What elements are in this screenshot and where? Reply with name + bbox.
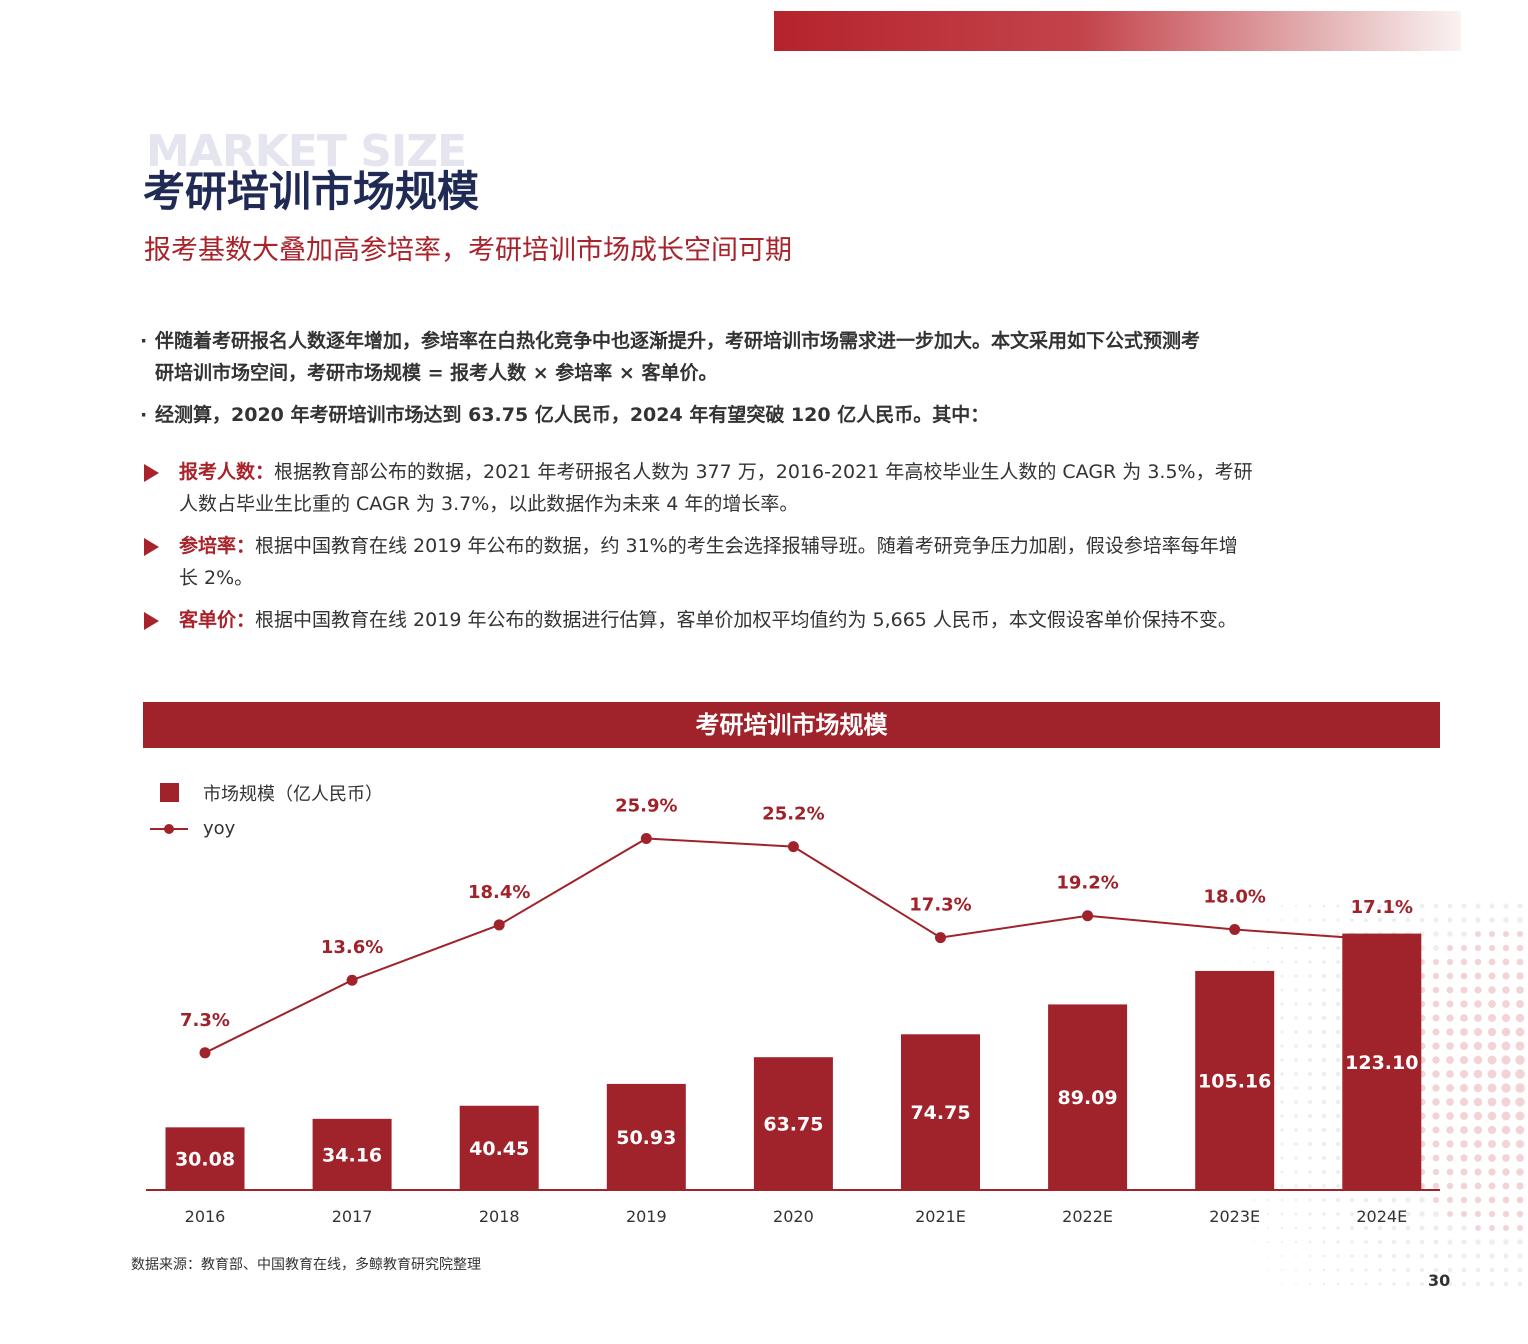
bar-value-label: 63.75 [763,1114,823,1136]
market-size-bar [459,1105,539,1190]
yoy-point [199,1047,211,1059]
detail-text: 根据教育部公布的数据，2021 年考研报名人数为 377 万，2016-2021… [274,461,1253,483]
x-tick-label: 2021E [915,1207,966,1226]
x-tick-label: 2022E [1062,1207,1113,1226]
detail-text: 根据中国教育在线 2019 年公布的数据进行估算，客单价加权平均值约为 5,66… [255,609,1237,631]
triangle-bullet-icon [144,612,159,630]
legend-bar-label: 市场规模（亿人民币） [203,784,383,805]
yoy-point [935,932,946,944]
market-size-bar [901,1034,980,1190]
x-tick-label: 2019 [626,1207,667,1226]
triangle-bullet-icon [144,464,159,482]
x-tick-label: 2018 [479,1207,520,1226]
yoy-point [346,974,358,986]
bullet-dot: · [140,330,148,352]
detail-text: 人数占毕业生比重的 CAGR 为 3.7%，以此数据作为未来 4 年的增长率。 [179,493,799,515]
bullet-paragraph-1: · 伴随着考研报名人数逐年增加，参培率在白热化竞争中也逐渐提升，考研培训市场需求… [140,325,1430,389]
chart-title-banner: 考研培训市场规模 [143,702,1440,748]
yoy-value-label: 19.2% [1056,873,1118,894]
data-source-note: 数据来源：教育部、中国教育在线，多鲸教育研究院整理 [131,1257,481,1273]
yoy-value-label: 13.6% [321,937,383,958]
detail-text: 根据中国教育在线 2019 年公布的数据，约 31%的考生会选择报辅导班。随着考… [255,535,1238,557]
legend-line-label: yoy [203,818,236,839]
bullet-text-line: 经测算，2020 年考研培训市场达到 63.75 亿人民币，2024 年有望突破… [155,404,990,426]
market-size-bar [312,1118,392,1190]
detail-label: 报考人数： [179,461,275,483]
bar-value-label: 34.16 [322,1144,382,1166]
page-title: 考研培训市场规模 [143,167,480,216]
market-size-bar [165,1127,245,1190]
market-size-bar [1048,1004,1128,1190]
x-tick-label: 2016 [185,1207,226,1226]
bullet-text-line: 伴随着考研报名人数逐年增加，参培率在白热化竞争中也逐渐提升，考研培训市场需求进一… [155,330,1201,352]
x-tick-label: 2020 [773,1207,814,1226]
detail-label: 客单价： [179,609,256,631]
yoy-value-label: 18.4% [468,882,530,903]
yoy-point [1082,910,1094,922]
detail-label: 参培率： [179,535,256,557]
detail-item-applicants: 报考人数：根据教育部公布的数据，2021 年考研报名人数为 377 万，2016… [144,456,1434,520]
yoy-value-label: 25.2% [762,804,824,825]
detail-text: 长 2%。 [179,567,254,589]
bar-value-label: 74.75 [910,1102,970,1124]
x-tick-label: 2017 [332,1207,373,1226]
yoy-point [787,841,799,853]
bullet-paragraph-2: · 经测算，2020 年考研培训市场达到 63.75 亿人民币，2024 年有望… [140,399,1430,431]
bar-value-label: 40.45 [469,1138,529,1160]
bar-value-label: 50.93 [616,1127,676,1149]
background-watermark-word: MARKET SIZE [146,126,467,177]
yoy-value-label: 25.9% [615,796,677,817]
detail-item-unit-price: 客单价：根据中国教育在线 2019 年公布的数据进行估算，客单价加权平均值约为 … [144,604,1434,636]
market-size-bar [606,1083,686,1190]
bar-value-label: 30.08 [175,1149,235,1171]
page-number: 30 [1428,1271,1451,1290]
yoy-point [493,919,505,931]
top-decorative-bar [774,11,1461,51]
bullet-dot: · [140,404,148,426]
bullet-text-line: 研培训市场空间，考研市场规模 = 报考人数 × 参培率 × 客单价。 [155,362,718,384]
yoy-value-label: 17.3% [909,895,971,916]
yoy-point [640,833,652,845]
yoy-value-label: 7.3% [180,1010,230,1031]
decorative-dot-pattern [1211,903,1525,1287]
bar-value-label: 89.09 [1058,1087,1118,1109]
legend-line-swatch [150,824,188,834]
page-subtitle: 报考基数大叠加高参培率，考研培训市场成长空间可期 [144,235,792,266]
triangle-bullet-icon [144,538,159,556]
detail-item-participation-rate: 参培率：根据中国教育在线 2019 年公布的数据，约 31%的考生会选择报辅导班… [144,530,1434,594]
legend-bar-swatch [160,783,179,802]
market-size-bar [753,1057,833,1190]
